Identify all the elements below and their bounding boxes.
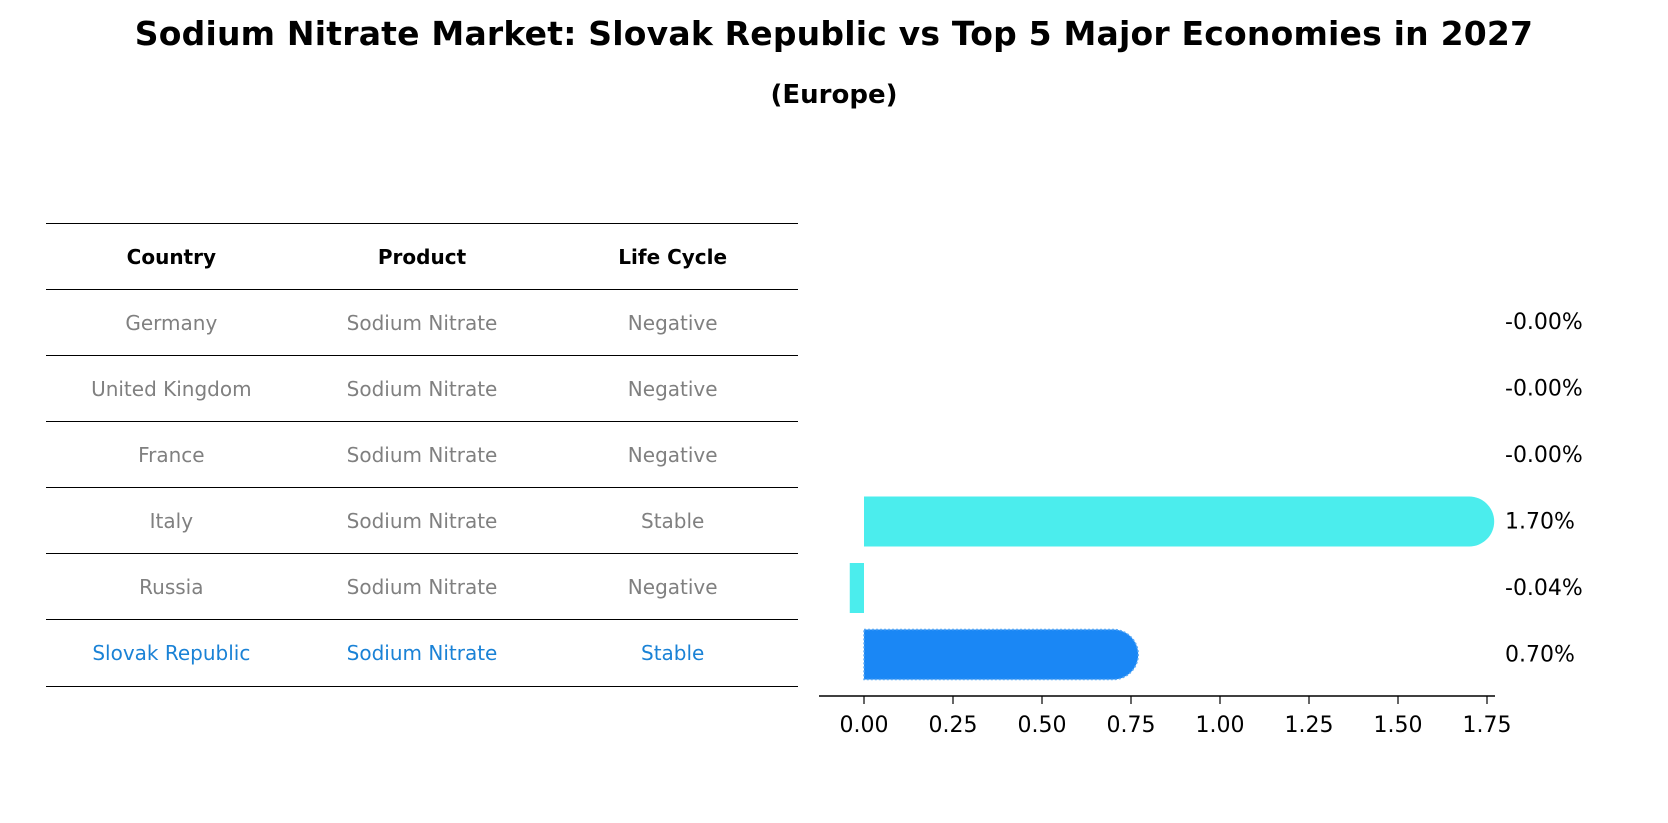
country-cell: United Kingdom	[91, 376, 252, 401]
x-tick-label: 1.00	[1196, 713, 1245, 738]
product-cell: Sodium Nitrate	[346, 310, 498, 335]
bar-value-label: 1.70%	[1505, 510, 1575, 535]
header-country: Country	[126, 244, 217, 269]
bar	[849, 563, 864, 613]
x-tick-label: 0.50	[1018, 713, 1067, 738]
bar	[863, 628, 1139, 681]
x-tick-label: 1.75	[1463, 713, 1512, 738]
country-cell: Russia	[139, 574, 204, 599]
country-cell: France	[138, 442, 205, 467]
life-cycle-cell: Negative	[627, 376, 718, 401]
header-product: Product	[377, 244, 467, 269]
table-row: Russia Sodium Nitrate Negative	[46, 553, 798, 619]
x-tick-label: 1.25	[1285, 713, 1334, 738]
life-cycle-cell: Stable	[641, 508, 705, 533]
table-header-row: Country Product Life Cycle	[46, 223, 798, 289]
country-cell: Italy	[149, 508, 194, 533]
product-cell: Sodium Nitrate	[346, 508, 498, 533]
bar-value-label: -0.00%	[1505, 310, 1583, 335]
x-tick-label: 0.25	[929, 713, 978, 738]
table-row: United Kingdom Sodium Nitrate Negative	[46, 355, 798, 421]
table-row: France Sodium Nitrate Negative	[46, 421, 798, 487]
product-cell: Sodium Nitrate	[346, 640, 498, 665]
country-cell: Germany	[125, 310, 218, 335]
country-cell: Slovak Republic	[92, 640, 251, 665]
life-cycle-cell: Negative	[627, 310, 718, 335]
table-row: Germany Sodium Nitrate Negative	[46, 289, 798, 355]
life-cycle-cell: Negative	[627, 574, 718, 599]
x-tick-label: 0.75	[1107, 713, 1156, 738]
product-cell: Sodium Nitrate	[346, 574, 498, 599]
product-cell: Sodium Nitrate	[346, 442, 498, 467]
bar-value-label: -0.00%	[1505, 443, 1583, 468]
life-cycle-cell: Stable	[641, 640, 705, 665]
country-table: Country Product Life Cycle Germany Sodiu…	[46, 223, 798, 687]
chart-subtitle: (Europe)	[770, 80, 898, 110]
header-life-cycle: Life Cycle	[618, 244, 728, 269]
bar	[864, 496, 1495, 547]
table-row-highlighted: Slovak Republic Sodium Nitrate Stable	[46, 619, 798, 687]
life-cycle-cell: Negative	[627, 442, 718, 467]
bar-value-label: 0.70%	[1505, 643, 1575, 668]
bar-value-label: -0.00%	[1505, 377, 1583, 402]
chart-title: Sodium Nitrate Market: Slovak Republic v…	[134, 14, 1534, 53]
product-cell: Sodium Nitrate	[346, 376, 498, 401]
x-tick-label: 0.00	[840, 713, 889, 738]
table-row: Italy Sodium Nitrate Stable	[46, 487, 798, 553]
bar-value-label: -0.04%	[1505, 576, 1583, 601]
x-tick-label: 1.50	[1374, 713, 1423, 738]
